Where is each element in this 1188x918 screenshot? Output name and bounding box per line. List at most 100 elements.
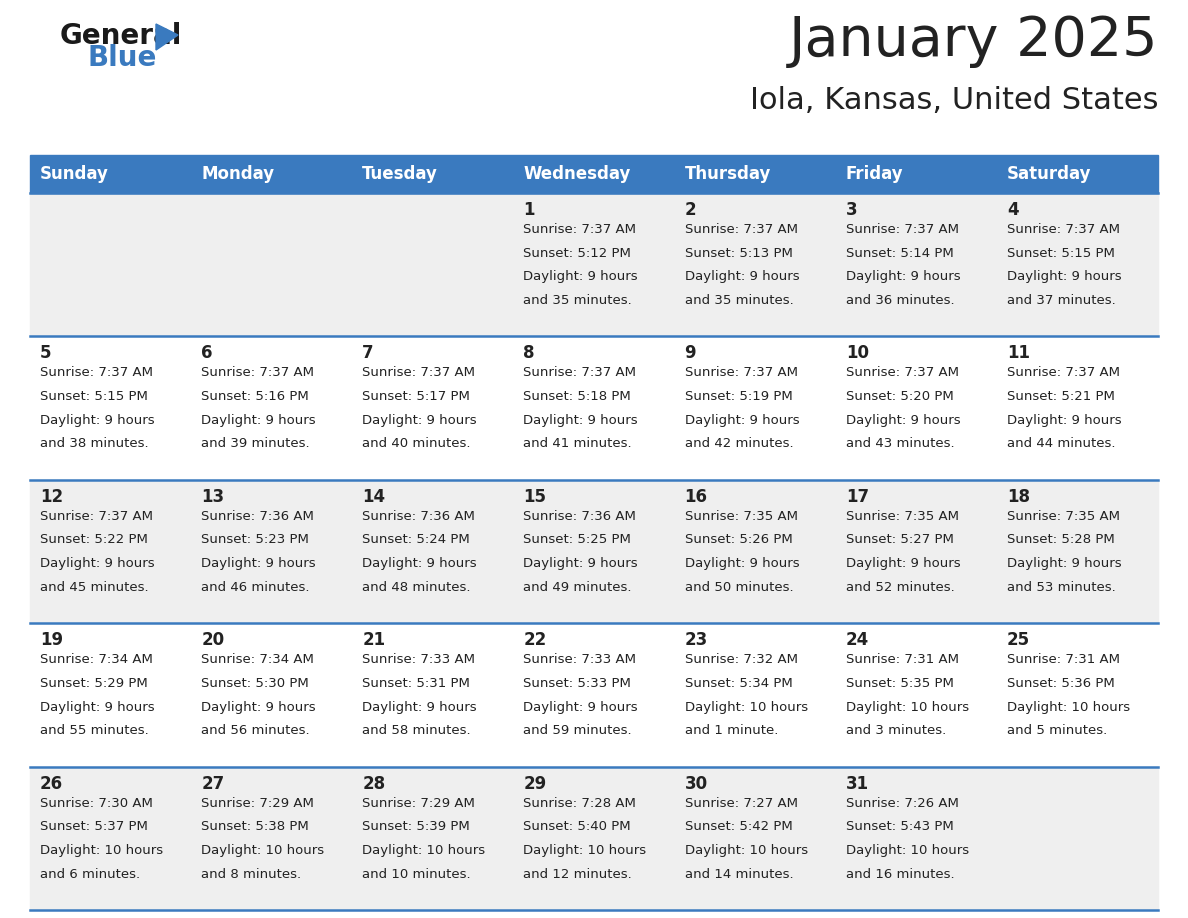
Text: Daylight: 9 hours: Daylight: 9 hours xyxy=(846,414,960,427)
Text: Sunset: 5:39 PM: Sunset: 5:39 PM xyxy=(362,821,470,834)
Text: 22: 22 xyxy=(524,632,546,649)
Polygon shape xyxy=(156,24,178,50)
Text: and 38 minutes.: and 38 minutes. xyxy=(40,437,148,451)
Text: and 40 minutes.: and 40 minutes. xyxy=(362,437,470,451)
Text: Sunrise: 7:29 AM: Sunrise: 7:29 AM xyxy=(201,797,314,810)
Text: 12: 12 xyxy=(40,487,63,506)
Text: Sunrise: 7:27 AM: Sunrise: 7:27 AM xyxy=(684,797,797,810)
Text: Daylight: 9 hours: Daylight: 9 hours xyxy=(684,270,800,284)
Text: Sunrise: 7:34 AM: Sunrise: 7:34 AM xyxy=(201,654,314,666)
Text: 13: 13 xyxy=(201,487,225,506)
Bar xyxy=(30,155,1158,193)
Text: Daylight: 9 hours: Daylight: 9 hours xyxy=(524,700,638,713)
Text: Daylight: 10 hours: Daylight: 10 hours xyxy=(684,700,808,713)
Text: Daylight: 10 hours: Daylight: 10 hours xyxy=(201,844,324,856)
Text: Sunrise: 7:37 AM: Sunrise: 7:37 AM xyxy=(40,509,153,522)
Text: Sunrise: 7:37 AM: Sunrise: 7:37 AM xyxy=(684,223,797,236)
Text: and 35 minutes.: and 35 minutes. xyxy=(524,294,632,307)
Text: Daylight: 10 hours: Daylight: 10 hours xyxy=(362,844,486,856)
Text: Daylight: 9 hours: Daylight: 9 hours xyxy=(684,557,800,570)
Text: Daylight: 9 hours: Daylight: 9 hours xyxy=(1007,557,1121,570)
Text: Sunset: 5:19 PM: Sunset: 5:19 PM xyxy=(684,390,792,403)
Text: and 58 minutes.: and 58 minutes. xyxy=(362,724,470,737)
Text: Sunrise: 7:32 AM: Sunrise: 7:32 AM xyxy=(684,654,797,666)
Text: 25: 25 xyxy=(1007,632,1030,649)
Text: Daylight: 10 hours: Daylight: 10 hours xyxy=(524,844,646,856)
Text: 28: 28 xyxy=(362,775,385,792)
Text: Sunrise: 7:37 AM: Sunrise: 7:37 AM xyxy=(40,366,153,379)
Text: Daylight: 9 hours: Daylight: 9 hours xyxy=(201,700,316,713)
Text: and 36 minutes.: and 36 minutes. xyxy=(846,294,954,307)
Text: Sunrise: 7:35 AM: Sunrise: 7:35 AM xyxy=(1007,509,1120,522)
Text: Sunday: Sunday xyxy=(40,165,109,183)
Text: Sunset: 5:18 PM: Sunset: 5:18 PM xyxy=(524,390,631,403)
Text: Sunset: 5:20 PM: Sunset: 5:20 PM xyxy=(846,390,954,403)
Text: 21: 21 xyxy=(362,632,385,649)
Text: Daylight: 9 hours: Daylight: 9 hours xyxy=(846,270,960,284)
Text: Sunset: 5:15 PM: Sunset: 5:15 PM xyxy=(40,390,147,403)
Text: Sunrise: 7:31 AM: Sunrise: 7:31 AM xyxy=(1007,654,1120,666)
Text: and 3 minutes.: and 3 minutes. xyxy=(846,724,946,737)
Text: Daylight: 9 hours: Daylight: 9 hours xyxy=(524,557,638,570)
Text: Sunrise: 7:30 AM: Sunrise: 7:30 AM xyxy=(40,797,153,810)
Text: Sunset: 5:31 PM: Sunset: 5:31 PM xyxy=(362,677,470,689)
Text: Sunrise: 7:37 AM: Sunrise: 7:37 AM xyxy=(524,223,637,236)
Text: Thursday: Thursday xyxy=(684,165,771,183)
Text: Daylight: 10 hours: Daylight: 10 hours xyxy=(846,700,969,713)
Text: Sunset: 5:28 PM: Sunset: 5:28 PM xyxy=(1007,533,1114,546)
Text: and 53 minutes.: and 53 minutes. xyxy=(1007,581,1116,594)
Text: Iola, Kansas, United States: Iola, Kansas, United States xyxy=(750,86,1158,115)
Bar xyxy=(30,623,1158,767)
Text: Sunrise: 7:28 AM: Sunrise: 7:28 AM xyxy=(524,797,637,810)
Text: Sunset: 5:14 PM: Sunset: 5:14 PM xyxy=(846,247,954,260)
Text: Daylight: 9 hours: Daylight: 9 hours xyxy=(524,414,638,427)
Text: Sunset: 5:13 PM: Sunset: 5:13 PM xyxy=(684,247,792,260)
Text: Daylight: 9 hours: Daylight: 9 hours xyxy=(1007,270,1121,284)
Text: Daylight: 9 hours: Daylight: 9 hours xyxy=(1007,414,1121,427)
Text: Daylight: 9 hours: Daylight: 9 hours xyxy=(201,414,316,427)
Text: Daylight: 9 hours: Daylight: 9 hours xyxy=(40,557,154,570)
Text: and 39 minutes.: and 39 minutes. xyxy=(201,437,310,451)
Text: Sunset: 5:24 PM: Sunset: 5:24 PM xyxy=(362,533,470,546)
Text: Tuesday: Tuesday xyxy=(362,165,438,183)
Text: and 8 minutes.: and 8 minutes. xyxy=(201,868,302,880)
Text: Daylight: 10 hours: Daylight: 10 hours xyxy=(846,844,969,856)
Bar xyxy=(30,480,1158,623)
Text: Blue: Blue xyxy=(88,44,157,72)
Text: 11: 11 xyxy=(1007,344,1030,363)
Text: Sunrise: 7:37 AM: Sunrise: 7:37 AM xyxy=(201,366,314,379)
Text: 2: 2 xyxy=(684,201,696,219)
Text: Sunset: 5:15 PM: Sunset: 5:15 PM xyxy=(1007,247,1114,260)
Text: Sunrise: 7:36 AM: Sunrise: 7:36 AM xyxy=(362,509,475,522)
Text: and 35 minutes.: and 35 minutes. xyxy=(684,294,794,307)
Text: and 43 minutes.: and 43 minutes. xyxy=(846,437,954,451)
Text: and 1 minute.: and 1 minute. xyxy=(684,724,778,737)
Text: and 37 minutes.: and 37 minutes. xyxy=(1007,294,1116,307)
Text: and 56 minutes.: and 56 minutes. xyxy=(201,724,310,737)
Text: Sunset: 5:17 PM: Sunset: 5:17 PM xyxy=(362,390,470,403)
Text: Daylight: 9 hours: Daylight: 9 hours xyxy=(524,270,638,284)
Text: 16: 16 xyxy=(684,487,708,506)
Text: and 49 minutes.: and 49 minutes. xyxy=(524,581,632,594)
Text: and 52 minutes.: and 52 minutes. xyxy=(846,581,954,594)
Text: Sunrise: 7:29 AM: Sunrise: 7:29 AM xyxy=(362,797,475,810)
Text: Sunset: 5:26 PM: Sunset: 5:26 PM xyxy=(684,533,792,546)
Text: Monday: Monday xyxy=(201,165,274,183)
Text: 3: 3 xyxy=(846,201,858,219)
Text: Sunset: 5:30 PM: Sunset: 5:30 PM xyxy=(201,677,309,689)
Text: Daylight: 9 hours: Daylight: 9 hours xyxy=(684,414,800,427)
Text: 23: 23 xyxy=(684,632,708,649)
Text: Daylight: 9 hours: Daylight: 9 hours xyxy=(846,557,960,570)
Text: 1: 1 xyxy=(524,201,535,219)
Text: January 2025: January 2025 xyxy=(789,14,1158,68)
Text: 6: 6 xyxy=(201,344,213,363)
Text: and 45 minutes.: and 45 minutes. xyxy=(40,581,148,594)
Text: Sunrise: 7:26 AM: Sunrise: 7:26 AM xyxy=(846,797,959,810)
Text: and 44 minutes.: and 44 minutes. xyxy=(1007,437,1116,451)
Text: 4: 4 xyxy=(1007,201,1018,219)
Text: 9: 9 xyxy=(684,344,696,363)
Text: Sunrise: 7:34 AM: Sunrise: 7:34 AM xyxy=(40,654,153,666)
Text: Sunset: 5:23 PM: Sunset: 5:23 PM xyxy=(201,533,309,546)
Text: and 10 minutes.: and 10 minutes. xyxy=(362,868,470,880)
Text: 26: 26 xyxy=(40,775,63,792)
